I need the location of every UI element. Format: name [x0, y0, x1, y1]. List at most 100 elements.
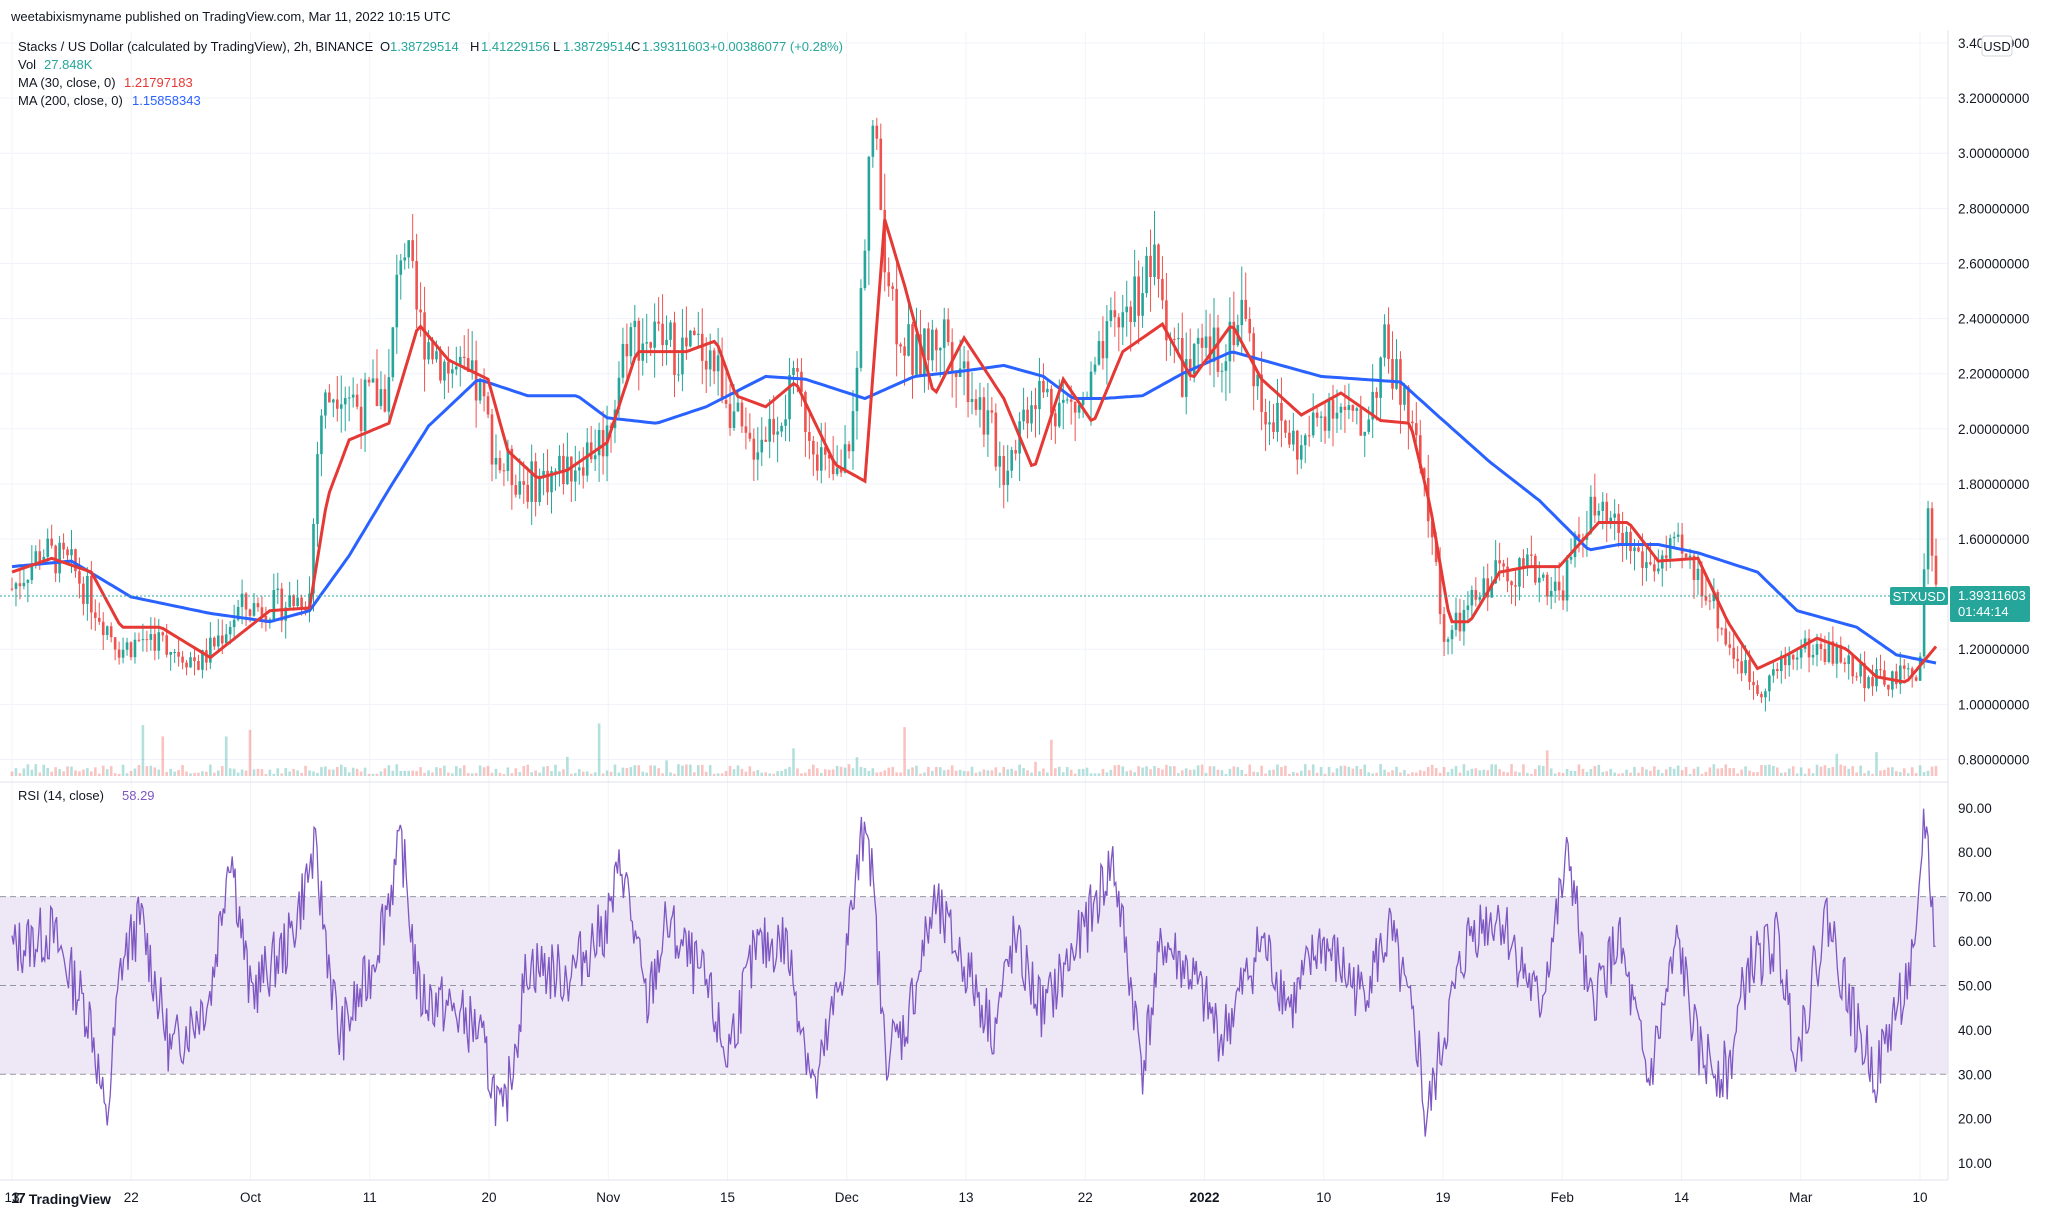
rsi-tick-label: 10.00 — [1958, 1156, 1992, 1171]
candle-body — [931, 329, 934, 361]
volume-bar — [97, 773, 101, 776]
candle-body — [343, 398, 347, 405]
volume-bar — [1089, 773, 1093, 776]
volume-bar — [605, 770, 609, 776]
candle-body — [1835, 644, 1839, 664]
tradingview-logo[interactable]: 17 TradingView — [11, 1190, 111, 1207]
time-tick-label: 10 — [1912, 1190, 1927, 1205]
volume-bar — [58, 769, 61, 776]
volume-bar — [1506, 772, 1509, 776]
volume-bar — [431, 772, 434, 776]
volume-bar — [689, 764, 692, 776]
candle-body — [1054, 413, 1057, 427]
candle-body — [427, 342, 430, 360]
volume-bar — [1799, 767, 1803, 776]
volume-bar — [625, 767, 629, 776]
volume-bar — [1585, 771, 1589, 776]
price-tick-label: 2.40000000 — [1958, 312, 2029, 327]
price-tick-label: 1.80000000 — [1958, 477, 2029, 492]
candle-body — [1149, 255, 1152, 277]
volume-bar — [1319, 766, 1323, 776]
candle-body — [1006, 470, 1010, 486]
candle-body — [1851, 655, 1854, 677]
candle-body — [732, 411, 736, 428]
candle-body — [1807, 638, 1811, 658]
volume-bar — [455, 766, 458, 776]
volume-bar — [970, 766, 974, 776]
candle-body — [935, 329, 938, 351]
candle-body — [292, 595, 295, 606]
volume-bar — [1791, 766, 1795, 776]
volume-bar — [1454, 765, 1458, 776]
volume-bar — [439, 768, 442, 776]
volume-bar — [1054, 768, 1057, 776]
ma200-value: 1.15858343 — [132, 93, 201, 108]
candle-body — [974, 399, 978, 410]
volume-bar — [597, 723, 601, 776]
ma200-label: MA (200, close, 0) — [18, 93, 123, 108]
volume-bar — [1565, 768, 1569, 776]
candle-body — [1887, 684, 1890, 690]
candle-body — [1101, 341, 1105, 359]
volume-bar — [1307, 770, 1311, 776]
volume-bar — [633, 765, 637, 776]
volume-bar — [895, 772, 898, 776]
volume-bar — [673, 773, 676, 776]
candle-body — [1137, 276, 1140, 316]
candle-body — [831, 458, 835, 475]
candle-body — [1720, 628, 1724, 630]
volume-bar — [720, 773, 724, 776]
volume-bar — [843, 767, 847, 776]
volume-bar — [1339, 765, 1343, 776]
candle-body — [351, 394, 355, 398]
volume-bar — [1934, 765, 1938, 776]
candle-body — [248, 609, 252, 616]
volume-bar — [486, 765, 490, 776]
currency-badge-box[interactable] — [1981, 35, 2013, 57]
candle-body — [236, 607, 240, 620]
ma200-line — [11, 350, 1937, 665]
axes: 3.400000003.200000003.000000002.80000000… — [0, 30, 2029, 1205]
candle-body — [744, 426, 748, 433]
volume-bar — [554, 764, 557, 776]
candle-body — [1498, 560, 1501, 564]
candle-body — [633, 320, 637, 328]
volume-bar — [1180, 770, 1184, 776]
candle-body — [339, 404, 343, 409]
candle-body — [911, 324, 914, 375]
volume-bar — [1902, 768, 1906, 776]
candle-body — [1776, 669, 1779, 672]
volume-bar — [1244, 773, 1248, 776]
candle-body — [1506, 566, 1509, 582]
volume-bar — [50, 771, 53, 776]
candle-body — [1494, 560, 1497, 584]
candle-body — [863, 250, 867, 289]
candle-body — [1299, 445, 1303, 460]
volume-bar — [855, 757, 859, 776]
currency-badge[interactable]: USD — [1983, 39, 2010, 54]
volume-bar — [252, 769, 256, 776]
volume-bar — [1391, 770, 1394, 776]
volume-bar — [1101, 769, 1105, 776]
volume-bar — [1720, 768, 1724, 776]
volume-bar — [1700, 773, 1704, 776]
candle-body — [716, 355, 720, 372]
candle-body — [482, 381, 486, 397]
volume-bar — [927, 766, 930, 776]
candle-body — [1530, 554, 1533, 556]
volume-bar — [1708, 767, 1712, 776]
candle-body — [986, 410, 990, 435]
candle-body — [704, 360, 708, 370]
candle-body — [657, 321, 660, 324]
volume-bar — [1660, 773, 1664, 776]
candle-body — [617, 377, 621, 410]
candle-body — [1569, 557, 1573, 560]
candle-body — [1204, 336, 1208, 348]
candle-body — [1165, 300, 1168, 341]
volume-bar — [1744, 766, 1747, 776]
volume-bar — [756, 769, 760, 776]
volume-bar — [978, 771, 982, 776]
volume-bar — [601, 773, 605, 776]
volume-bar — [1284, 765, 1287, 776]
